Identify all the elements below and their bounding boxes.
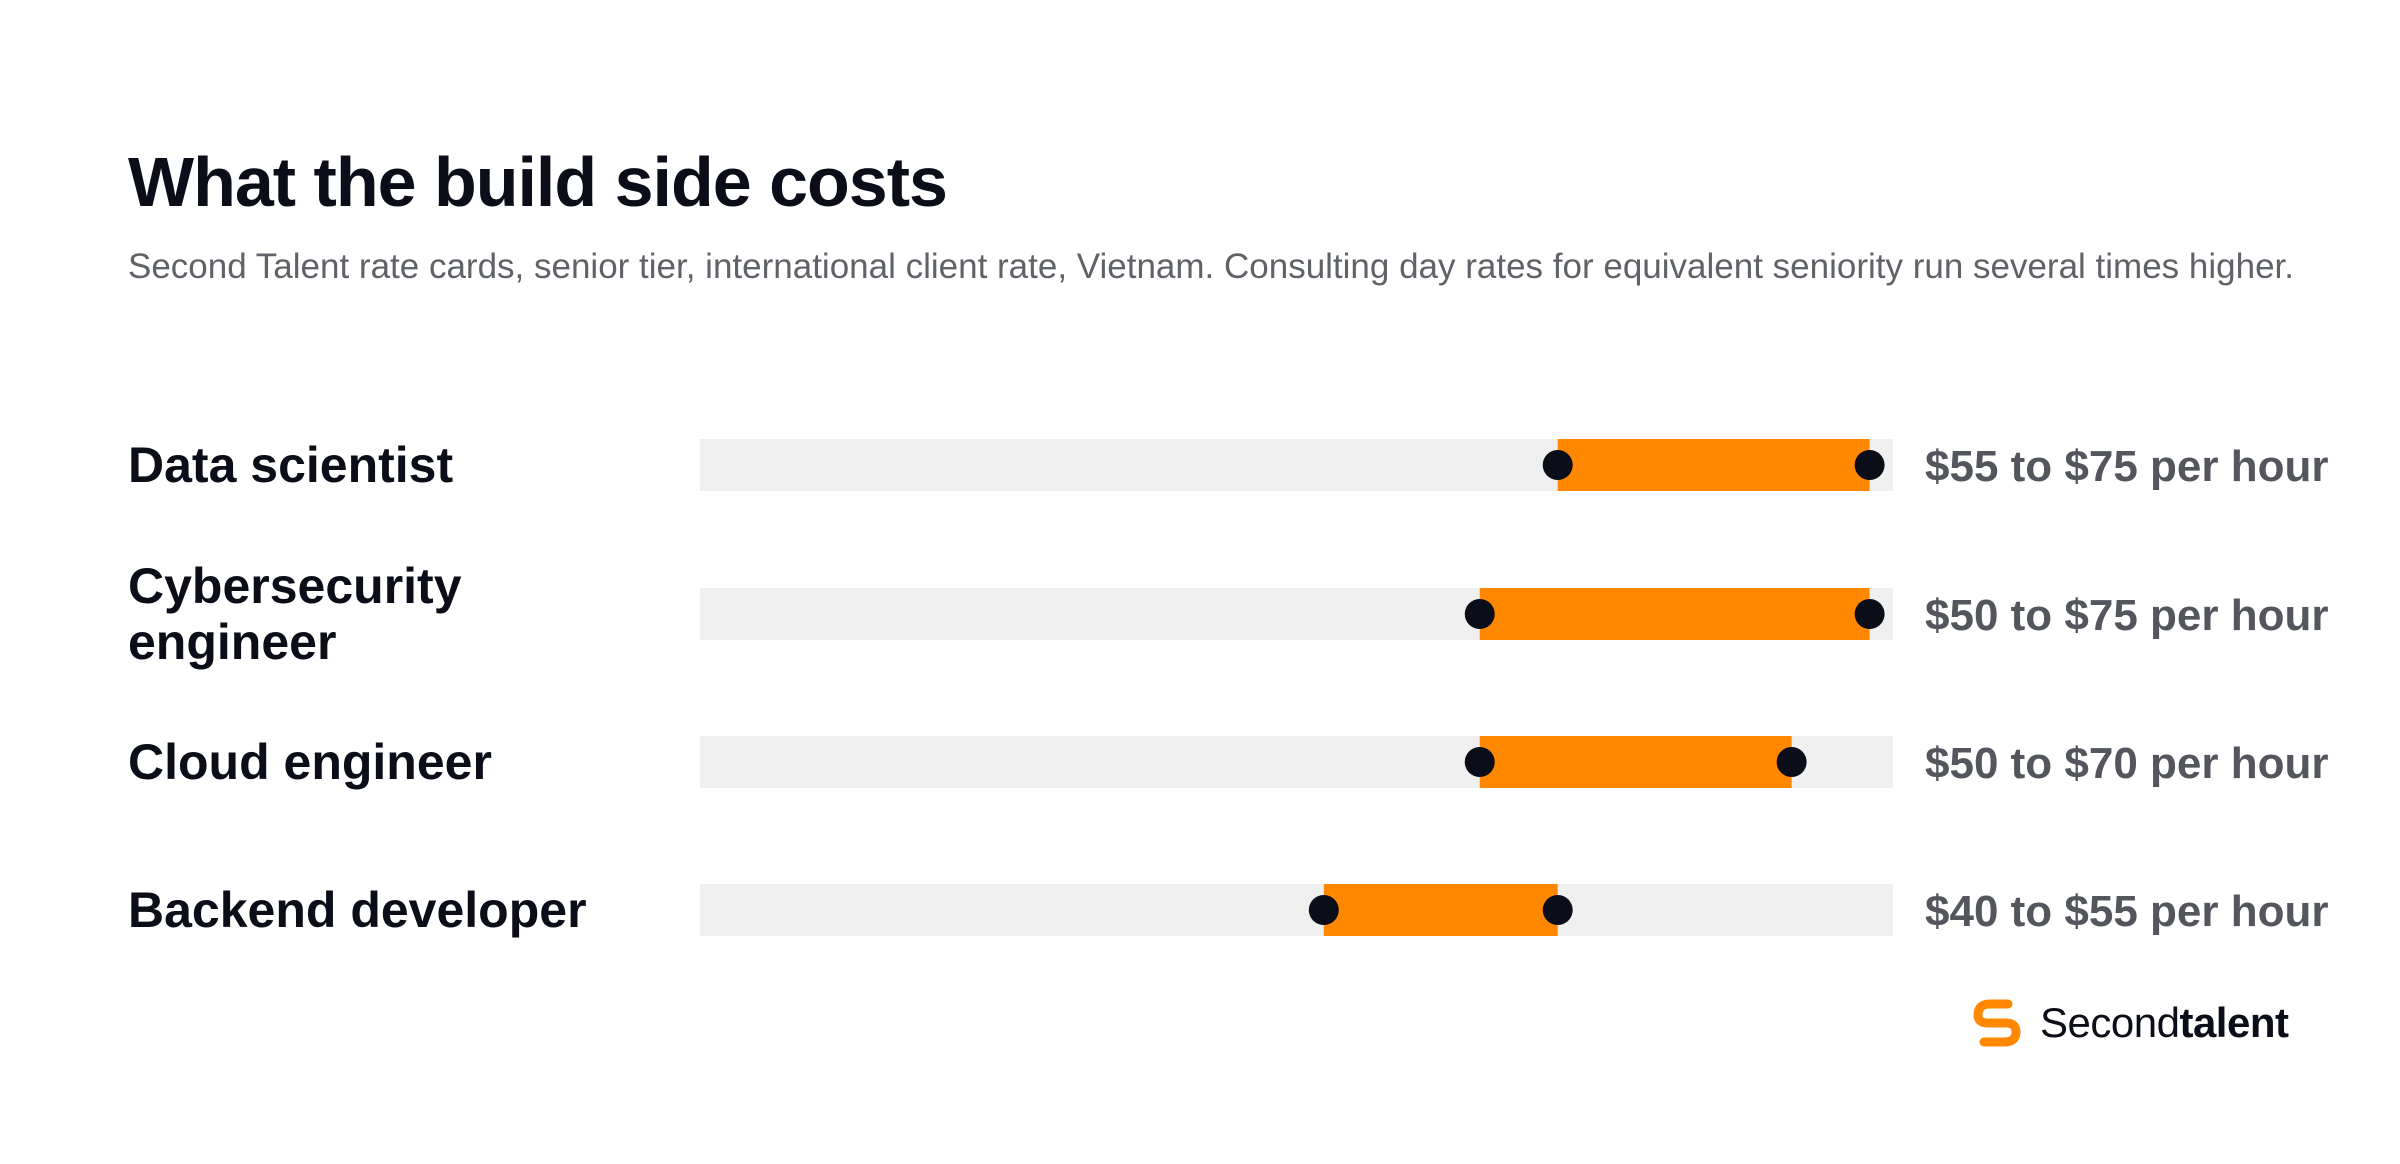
- range-bar: [1479, 736, 1792, 788]
- chart-subtitle: Second Talent rate cards, senior tier, i…: [128, 247, 2294, 286]
- range-value-label: $50 to $75 per hour: [1925, 591, 2328, 640]
- range-high-dot: [1542, 895, 1573, 925]
- brand-wordmark: Secondtalent: [2040, 999, 2289, 1047]
- range-high-dot: [1854, 599, 1885, 629]
- category-label: Cloud engineer: [128, 734, 492, 790]
- category-label: Backend developer: [128, 882, 587, 938]
- range-low-dot: [1308, 895, 1339, 925]
- range-bar: [1557, 439, 1870, 491]
- range-low-dot: [1464, 747, 1495, 777]
- brand-name-light: Second: [2040, 999, 2180, 1046]
- range-low-dot: [1464, 599, 1495, 629]
- range-low-dot: [1542, 450, 1573, 480]
- range-bar: [1479, 588, 1870, 640]
- range-value-label: $50 to $70 per hour: [1925, 739, 2328, 788]
- range-value-label: $55 to $75 per hour: [1925, 442, 2328, 491]
- range-bar: [1323, 884, 1558, 936]
- category-label: Cybersecurity engineer: [128, 558, 462, 670]
- category-label: Data scientist: [128, 437, 453, 493]
- range-value-label: $40 to $55 per hour: [1925, 887, 2328, 936]
- second-talent-logo-icon: [1973, 999, 2021, 1047]
- track-bar: [700, 884, 1893, 936]
- chart-title: What the build side costs: [128, 143, 948, 221]
- range-high-dot: [1854, 450, 1885, 480]
- brand-logo[interactable]: Secondtalent: [1968, 992, 2289, 1054]
- range-high-dot: [1776, 747, 1807, 777]
- brand-name-bold: talent: [2179, 999, 2289, 1046]
